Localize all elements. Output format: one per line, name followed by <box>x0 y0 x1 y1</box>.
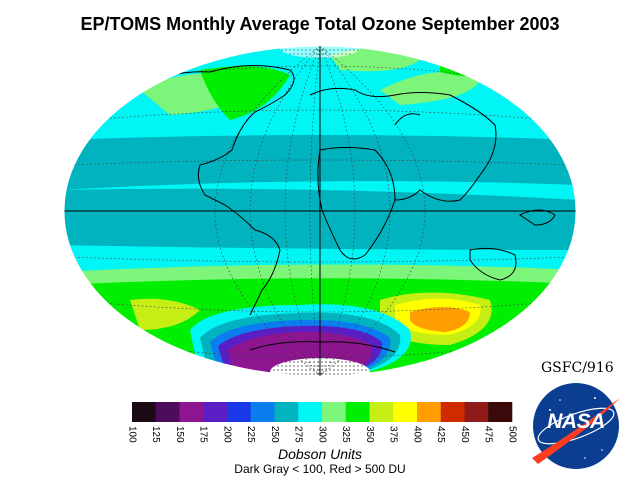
continent-outlines <box>149 65 556 353</box>
colorbar-swatch <box>440 402 465 422</box>
colorbar-tick-label: 150 <box>174 426 185 443</box>
colorbar-swatch <box>250 402 275 422</box>
colorbar-swatch <box>322 402 347 422</box>
colorbar-swatch <box>274 402 299 422</box>
colorbar-swatch <box>298 402 323 422</box>
colorbar-tick-label: 400 <box>411 426 422 443</box>
colorbar-tick-label: 225 <box>245 426 256 443</box>
colorbar-tick-label: 500 <box>506 426 517 443</box>
map-title: EP/TOMS Monthly Average Total Ozone Sept… <box>80 14 560 34</box>
colorbar-tick-label: 350 <box>364 426 375 443</box>
colorbar-tick-label: 175 <box>198 426 209 443</box>
colorbar-tick-label: 475 <box>483 426 494 443</box>
colorbar-swatch <box>179 402 204 422</box>
credit-label: GSFC/916 <box>541 360 614 376</box>
colorbar-tick-label: 300 <box>316 426 327 443</box>
colorbar-swatch <box>393 402 418 422</box>
map-border <box>63 45 577 377</box>
colorbar-swatch <box>417 402 442 422</box>
colorbar-swatch <box>369 402 394 422</box>
colorbar-tick-label: 200 <box>221 426 232 443</box>
colorbar-swatches <box>132 402 513 422</box>
colorbar-tick-label: 100 <box>126 426 137 443</box>
colorbar-tick-label: 450 <box>459 426 470 443</box>
colorbar-swatch <box>464 402 489 422</box>
range-note: Dark Gray < 100, Red > 500 DU <box>234 462 406 476</box>
colorbar-tick-label: 375 <box>388 426 399 443</box>
units-label: Dobson Units <box>277 446 363 462</box>
colorbar-tick-label: 325 <box>340 426 351 443</box>
colorbar-tick-label: 275 <box>293 426 304 443</box>
colorbar-labels: 100 125 150 175 200 225 250 275 300 325 350 375 400 4… <box>126 426 517 443</box>
colorbar-tick-label: 425 <box>435 426 446 443</box>
colorbar-swatch <box>345 402 370 422</box>
nasa-meatball-icon <box>532 383 620 469</box>
colorbar-swatch <box>132 402 157 422</box>
colorbar-tick-label: 125 <box>150 426 161 443</box>
colorbar-swatch <box>227 402 252 422</box>
colorbar-tick-label: 250 <box>269 426 280 443</box>
colorbar-swatch <box>488 402 513 422</box>
colorbar-swatch <box>155 402 180 422</box>
colorbar-swatch <box>203 402 228 422</box>
